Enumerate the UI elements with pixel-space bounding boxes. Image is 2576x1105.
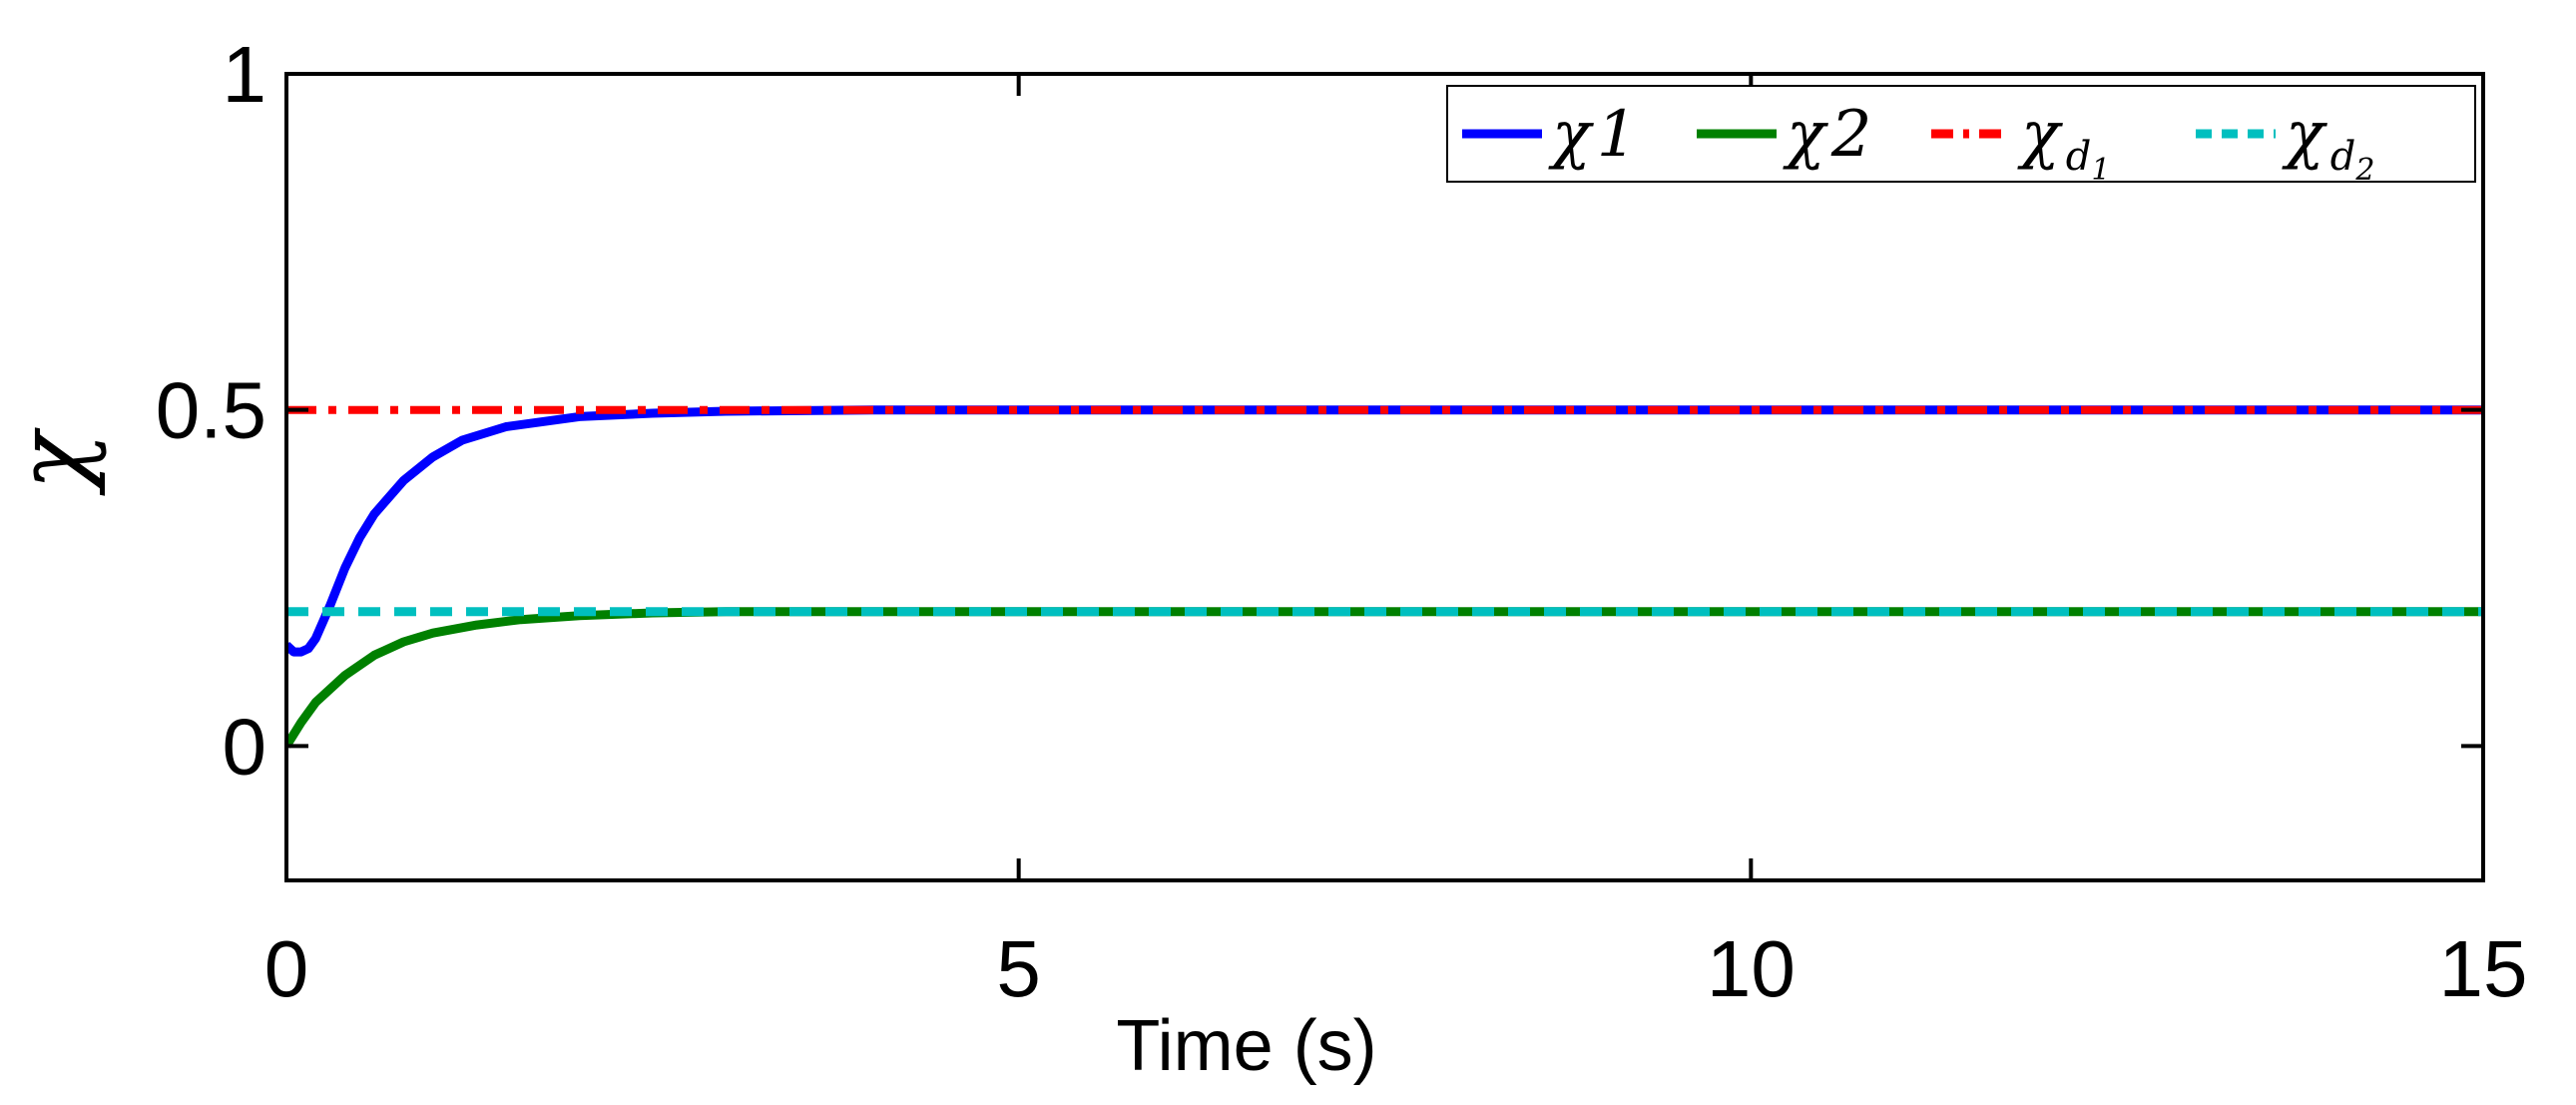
legend-box xyxy=(1446,85,2476,183)
y-tick-label: 1 xyxy=(223,30,267,119)
legend-label: χ d2 xyxy=(2282,98,2374,188)
x-tick-label: 5 xyxy=(996,924,1041,1013)
x-tick-label: 10 xyxy=(1707,924,1796,1013)
plot-area xyxy=(286,405,2483,749)
x-tick-label: 15 xyxy=(2439,924,2528,1013)
legend-label: χ d1 xyxy=(2017,98,2110,188)
axes: 0 5 10 15 0 0.5 1 xyxy=(156,30,2528,1013)
y-tick-label: 0 xyxy=(223,702,267,791)
x-axis-label: Time (s) xyxy=(1116,1006,1376,1086)
legend-label: χ2 xyxy=(1783,98,1872,172)
axes-box xyxy=(284,72,2485,882)
x-tick-label: 0 xyxy=(264,924,309,1013)
legend: χ1 χ2 χ d1 χ d2 xyxy=(1446,85,2476,188)
legend-label: χ1 xyxy=(1548,98,1638,172)
y-axis-label: χ xyxy=(0,427,108,496)
y-tick-label: 0.5 xyxy=(156,366,266,455)
